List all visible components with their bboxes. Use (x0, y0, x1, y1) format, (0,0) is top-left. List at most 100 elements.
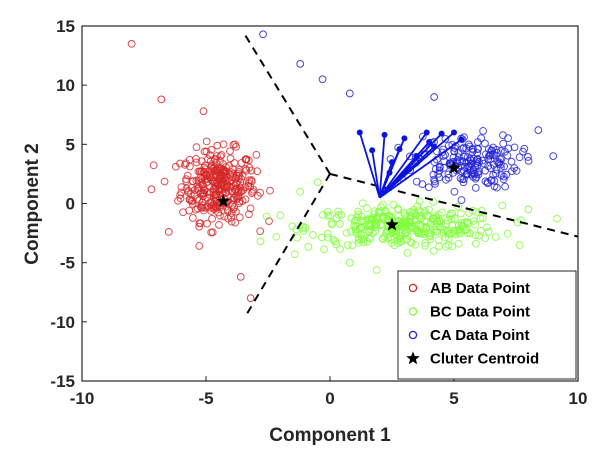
data-point (464, 140, 473, 149)
data-point (471, 231, 480, 240)
x-axis-title: Component 1 (269, 425, 391, 446)
data-point (212, 178, 221, 187)
data-point (415, 229, 424, 238)
data-point (437, 208, 446, 217)
data-point (337, 210, 346, 219)
legend-label: Cluter Centroid (430, 351, 539, 368)
data-point (213, 141, 222, 150)
data-point (226, 147, 234, 156)
legend-marker (408, 307, 418, 316)
data-point (213, 203, 222, 212)
data-point (241, 165, 250, 173)
data-point (480, 159, 488, 168)
data-point (411, 240, 420, 249)
data-point (288, 222, 297, 231)
data-point (226, 154, 235, 163)
data-point (149, 161, 158, 170)
data-point (392, 230, 401, 239)
data-point (406, 238, 415, 247)
link-endpoint (423, 129, 430, 136)
data-point (406, 223, 415, 232)
data-point (484, 145, 493, 153)
link-line (371, 150, 381, 198)
data-point (496, 155, 504, 164)
data-point (183, 171, 192, 180)
data-point (234, 192, 243, 200)
data-point (232, 142, 240, 151)
data-point (224, 214, 233, 223)
data-point (359, 235, 368, 244)
link-endpoint (431, 143, 438, 150)
data-point (343, 241, 352, 249)
data-point (405, 152, 414, 161)
y-axis-title: Component 2 (22, 143, 43, 264)
data-point (435, 166, 444, 175)
data-point (396, 237, 405, 246)
data-point (192, 158, 201, 167)
link-endpoint (458, 136, 465, 143)
data-point (198, 198, 206, 207)
data-point (424, 183, 433, 192)
data-point (206, 188, 215, 197)
x-tick-label: 10 (569, 389, 588, 408)
data-point (362, 204, 371, 213)
series-1-points (256, 178, 561, 274)
data-point (256, 227, 265, 236)
data-point (471, 239, 480, 248)
data-point (411, 224, 420, 233)
data-point (256, 237, 265, 246)
data-point (199, 189, 208, 198)
data-point (429, 197, 438, 206)
legend-marker (408, 283, 418, 293)
data-point (232, 207, 240, 216)
data-point (348, 241, 357, 250)
data-point (177, 188, 186, 197)
data-point (478, 214, 487, 222)
data-point (318, 75, 327, 84)
data-point (487, 150, 495, 159)
data-point (515, 241, 524, 249)
data-point (477, 206, 486, 215)
data-point (182, 184, 191, 193)
data-point (296, 187, 305, 196)
data-point (472, 173, 481, 181)
link-line (379, 138, 462, 199)
data-point (203, 219, 211, 228)
data-point (435, 242, 443, 251)
data-point (265, 217, 273, 225)
data-point (479, 127, 487, 135)
data-point (205, 199, 214, 207)
data-point (336, 245, 344, 253)
data-point (429, 247, 438, 255)
legend-label: BC Data Point (430, 304, 530, 321)
data-point (256, 188, 265, 197)
data-point (454, 153, 463, 162)
data-point (216, 180, 225, 189)
data-point (484, 227, 493, 236)
data-point (454, 239, 463, 248)
link-endpoint (386, 169, 393, 176)
data-point (354, 207, 363, 216)
data-point (475, 231, 483, 240)
x-tick-label: 0 (325, 389, 334, 408)
data-point (460, 167, 469, 176)
data-point (217, 164, 225, 173)
data-point (351, 221, 360, 230)
data-point (211, 156, 219, 165)
data-point (507, 157, 516, 166)
y-tick-label: 15 (56, 17, 75, 36)
data-point (230, 203, 239, 212)
data-point (492, 169, 500, 178)
x-tick-label: -10 (70, 389, 95, 408)
data-point (202, 137, 211, 146)
legend: AB Data Point BC Data Point CA Data Point C… (397, 270, 577, 380)
data-point (208, 214, 216, 223)
data-point (444, 234, 453, 243)
link-endpoint (401, 135, 408, 142)
data-point (468, 144, 477, 153)
data-point (192, 143, 201, 152)
data-point (456, 209, 465, 218)
data-point (403, 249, 412, 257)
